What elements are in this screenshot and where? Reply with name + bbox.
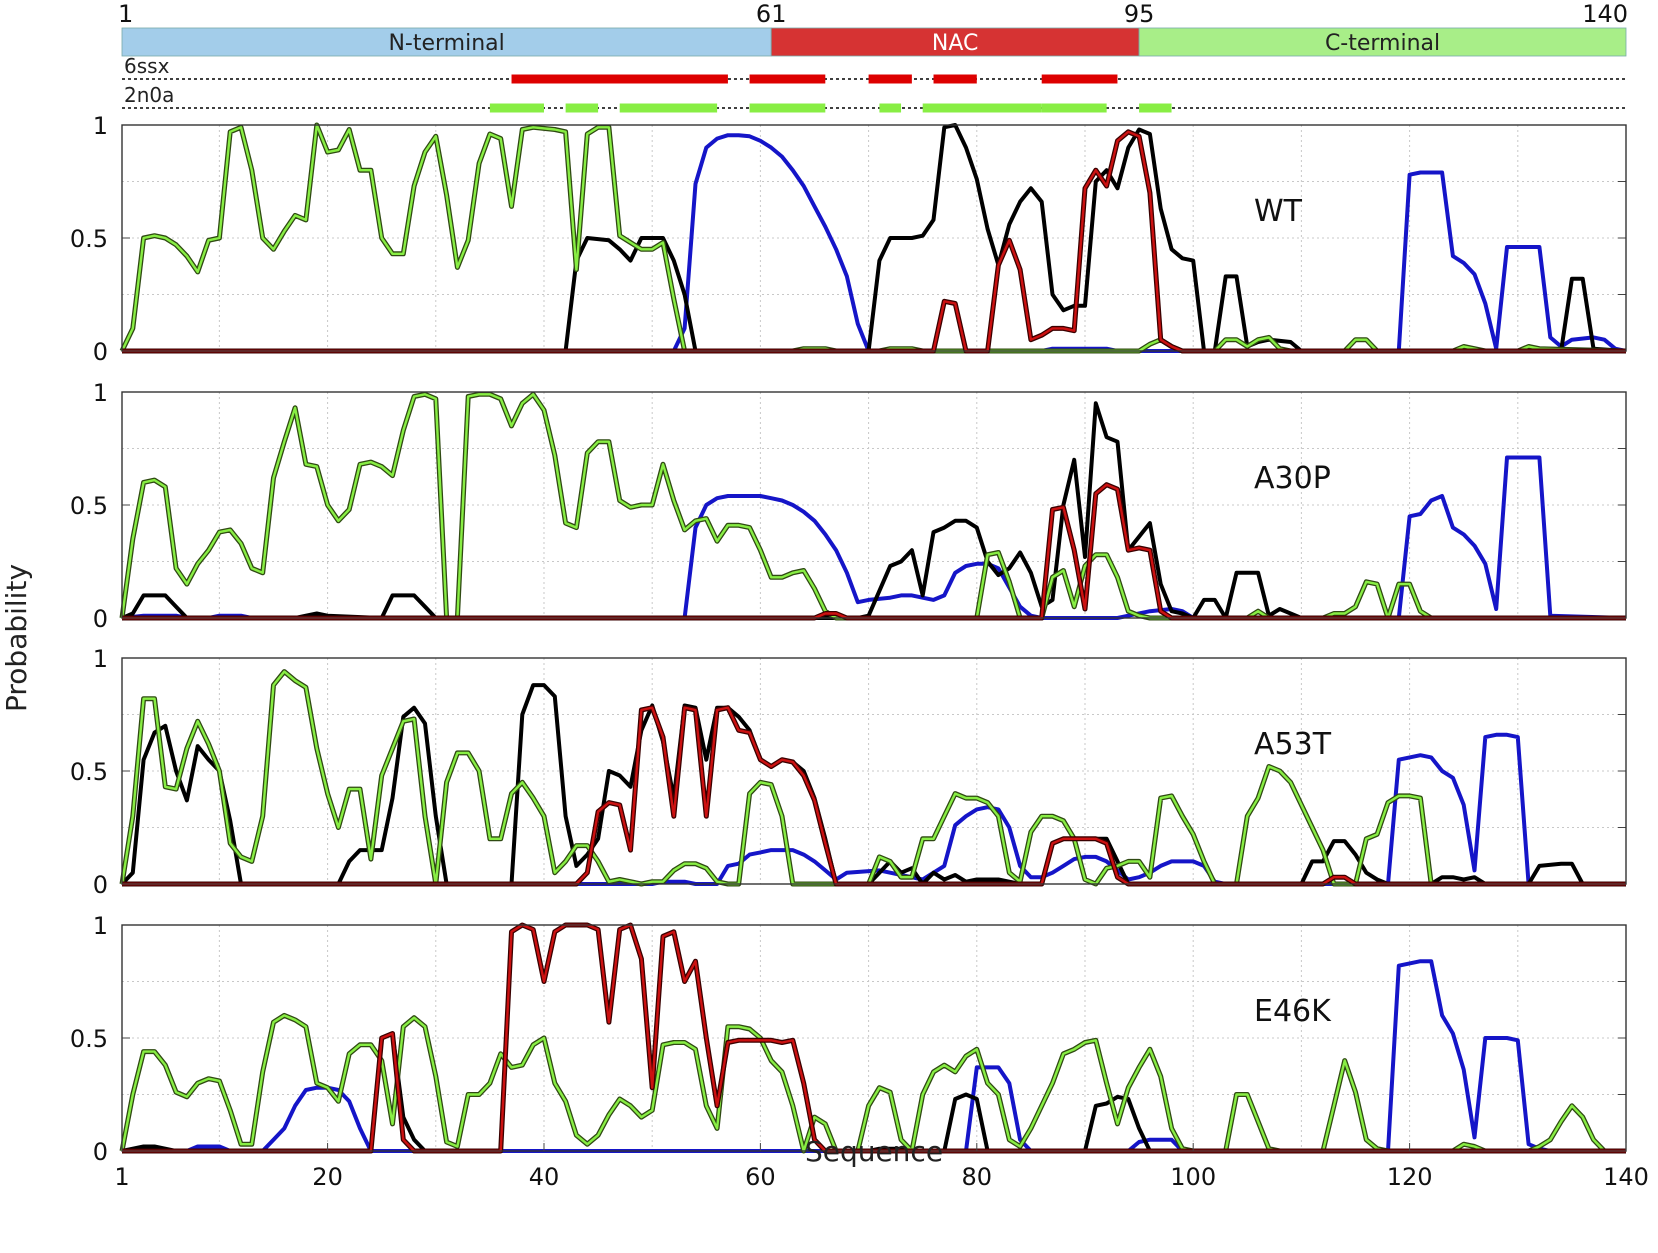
- series-line-red: [122, 706, 1626, 886]
- domain-label: N-terminal: [388, 31, 504, 56]
- series-line-red: [122, 483, 1626, 620]
- panel-frame: [121, 124, 1627, 352]
- series-line-green-outline: [119, 1012, 1626, 1154]
- y-tick-label: 0: [93, 1138, 108, 1166]
- domain-tick-label: 140: [1582, 0, 1628, 28]
- y-tick-label: 1: [93, 912, 108, 940]
- x-axis-label: Sequence: [805, 1135, 943, 1168]
- domain-tick-label: 61: [756, 0, 787, 28]
- series-line-green: [120, 123, 1627, 353]
- x-tick-label: 120: [1387, 1163, 1433, 1191]
- reference-tracks: 6ssx 2n0a: [122, 54, 1626, 113]
- series-line-green: [120, 1014, 1626, 1153]
- x-tick-label: 20: [312, 1163, 343, 1191]
- y-tick-label: 0.5: [70, 1025, 108, 1053]
- panel-label: WT: [1254, 194, 1303, 229]
- domain-tick-label: 95: [1124, 0, 1155, 28]
- domain-tick-label: 1: [118, 0, 133, 28]
- y-tick-label: 0.5: [70, 492, 108, 520]
- panel-e46k: 0 0.5 1 E46K: [70, 912, 1627, 1166]
- reference-label: 6ssx: [124, 54, 170, 78]
- x-axis: 1 20 40 60 80 100 120 140: [114, 1143, 1649, 1191]
- y-tick-label: 1: [93, 112, 108, 140]
- x-tick-label: 40: [529, 1163, 560, 1191]
- panel-frame: [121, 657, 1627, 885]
- series-line-black: [122, 123, 1627, 353]
- reference-label: 2n0a: [124, 83, 174, 107]
- series-line-green: [120, 670, 1626, 886]
- y-tick-label: 0: [93, 338, 108, 366]
- series-line-green: [120, 393, 1626, 620]
- domain-label: C-terminal: [1325, 31, 1440, 56]
- domain-region-2: [1138, 27, 1627, 57]
- panel-label: E46K: [1254, 994, 1332, 1029]
- y-tick-label: 1: [93, 379, 108, 407]
- panel-label: A53T: [1254, 727, 1332, 762]
- panel-a53t: 0 0.5 1 A53T: [70, 645, 1627, 899]
- series-line-green-outline: [119, 669, 1626, 887]
- panel-frame: [121, 924, 1627, 1152]
- y-axis-label: Probability: [0, 564, 33, 712]
- y-tick-label: 0.5: [70, 225, 108, 253]
- series-line-blue: [122, 732, 1626, 886]
- domain-region-1: [770, 27, 1140, 57]
- y-tick-label: 0: [93, 605, 108, 633]
- panel-label: A30P: [1254, 461, 1331, 496]
- y-tick-label: 0: [93, 871, 108, 899]
- panel-wt: 0 0.5 1 WT: [70, 112, 1627, 366]
- panel-frame: [121, 391, 1627, 619]
- x-tick-label: 140: [1603, 1163, 1649, 1191]
- panel-a30p: 0 0.5 1 A30P: [70, 379, 1627, 633]
- domain-region-0: [121, 27, 772, 57]
- panels: 0 0.5 1 WT 0 0.5 1 A30P 0 0.5 1 A53T 0 0.5 1 E46K: [70, 112, 1627, 1166]
- domain-bar: N-terminal NAC C-terminal 1 61 95 140: [118, 0, 1628, 57]
- y-tick-label: 0.5: [70, 758, 108, 786]
- x-tick-label: 100: [1170, 1163, 1216, 1191]
- series-line-blue: [121, 455, 1627, 620]
- domain-label: NAC: [932, 31, 978, 56]
- x-tick-label: 60: [745, 1163, 776, 1191]
- y-tick-label: 1: [93, 645, 108, 673]
- x-tick-label: 80: [962, 1163, 993, 1191]
- x-tick-label: 1: [114, 1163, 129, 1191]
